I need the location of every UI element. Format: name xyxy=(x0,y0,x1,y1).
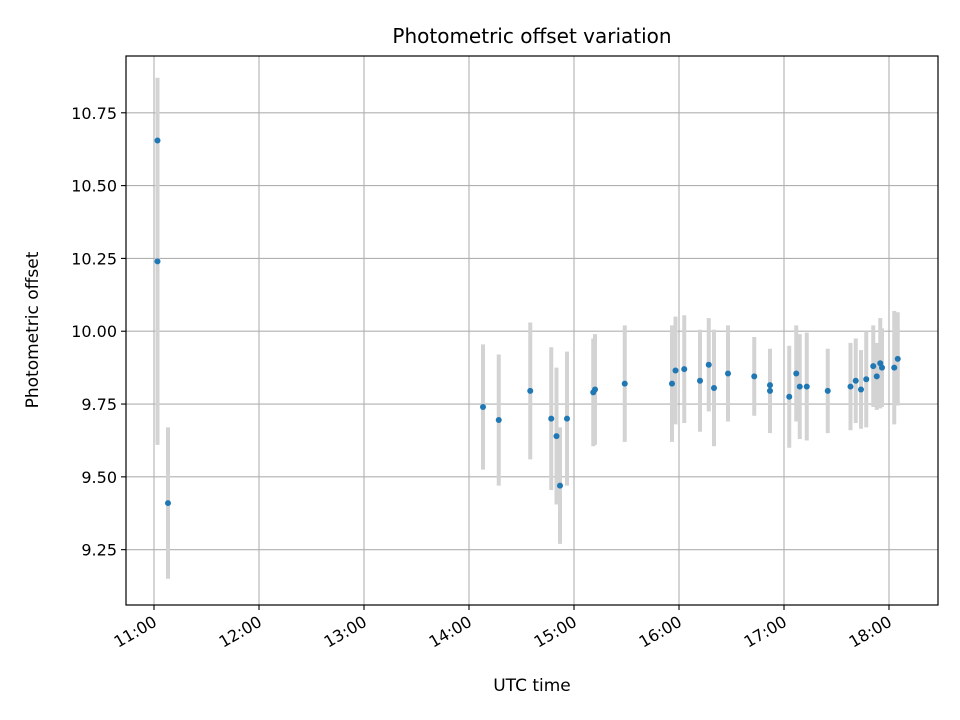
y-tick-label: 9.75 xyxy=(81,395,117,414)
data-point xyxy=(786,393,793,400)
data-point xyxy=(863,376,870,383)
data-point xyxy=(705,361,712,368)
data-point xyxy=(495,417,502,424)
data-point xyxy=(847,383,854,390)
data-point xyxy=(873,373,880,380)
chart-title: Photometric offset variation xyxy=(392,24,671,48)
error-bars xyxy=(155,77,900,579)
data-point xyxy=(796,383,803,390)
x-axis: 11:00 12:00 13:00 14:00 15:00 16:00 17:00 18:00 xyxy=(111,605,895,652)
y-tick-label: 10.75 xyxy=(71,104,117,123)
y-axis: 9.25 9.50 9.75 10.00 10.25 10.50 10.75 xyxy=(71,104,126,560)
x-tick-label: 18:00 xyxy=(846,612,895,652)
data-point xyxy=(711,385,717,392)
data-point xyxy=(879,364,885,371)
data-point xyxy=(852,377,859,384)
x-tick-label: 11:00 xyxy=(111,612,160,652)
data-point xyxy=(672,367,679,374)
data-point xyxy=(725,370,731,377)
data-point xyxy=(858,386,864,393)
data-point xyxy=(697,377,703,384)
data-point xyxy=(154,258,161,265)
data-point xyxy=(548,415,555,422)
data-point xyxy=(553,433,560,440)
x-tick-label: 13:00 xyxy=(321,612,370,652)
plot-frame xyxy=(125,55,939,606)
data-point xyxy=(527,387,534,394)
data-point xyxy=(824,387,831,394)
x-tick-label: 12:00 xyxy=(216,612,265,652)
x-tick-label: 17:00 xyxy=(741,612,790,652)
data-point xyxy=(154,137,161,144)
data-point xyxy=(621,380,628,387)
x-tick-label: 14:00 xyxy=(426,612,475,652)
data-point xyxy=(751,373,758,380)
y-tick-label: 10.00 xyxy=(71,322,117,341)
data-points xyxy=(154,137,901,507)
data-point xyxy=(767,387,773,394)
data-point xyxy=(165,500,171,507)
y-tick-label: 9.50 xyxy=(81,468,117,487)
data-point xyxy=(894,355,901,362)
data-point xyxy=(891,364,898,371)
x-tick-label: 16:00 xyxy=(636,612,685,652)
data-point xyxy=(870,363,877,370)
data-point xyxy=(803,383,810,390)
data-point xyxy=(767,382,773,389)
x-axis-title: UTC time xyxy=(493,676,571,696)
data-point xyxy=(669,380,675,387)
y-axis-title: Photometric offset xyxy=(23,251,43,408)
y-tick-label: 9.25 xyxy=(81,541,117,560)
y-tick-label: 10.25 xyxy=(71,249,117,268)
y-tick-label: 10.50 xyxy=(71,177,117,196)
x-tick-label: 15:00 xyxy=(531,612,580,652)
data-point xyxy=(557,482,563,489)
data-point xyxy=(681,366,688,373)
grid xyxy=(126,56,938,605)
data-point xyxy=(793,370,800,377)
data-point xyxy=(480,403,486,410)
data-point xyxy=(564,415,570,422)
data-point xyxy=(592,386,598,393)
